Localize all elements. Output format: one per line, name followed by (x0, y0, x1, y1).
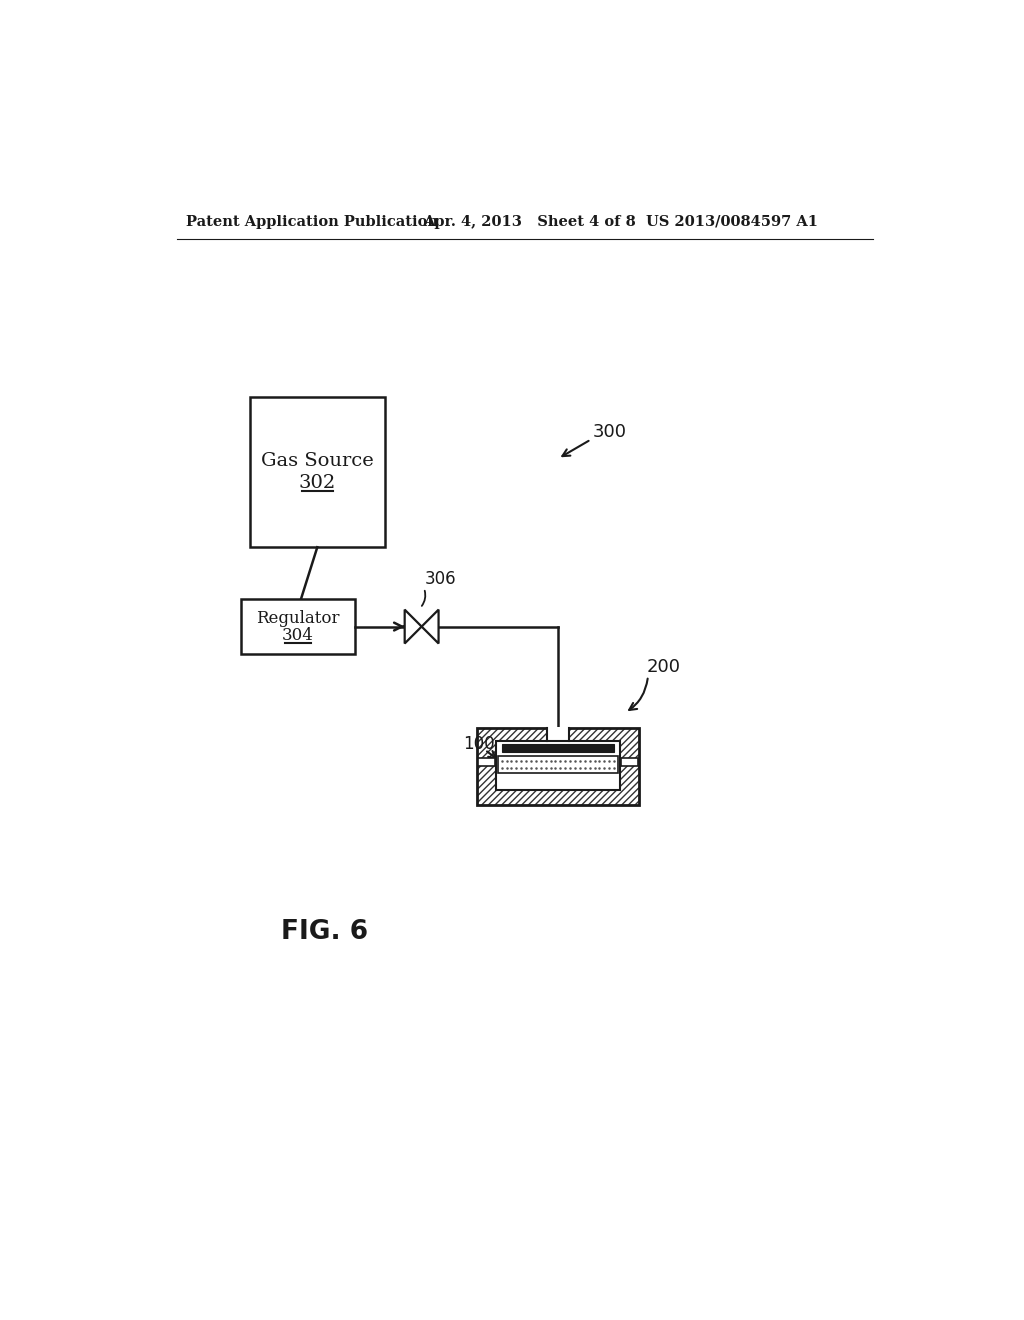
Text: Apr. 4, 2013   Sheet 4 of 8: Apr. 4, 2013 Sheet 4 of 8 (423, 215, 636, 228)
Text: 200: 200 (646, 657, 681, 676)
Bar (477, 729, 639, 805)
Text: 302: 302 (299, 474, 336, 492)
Bar (496, 741, 621, 789)
Polygon shape (422, 610, 438, 644)
Bar (547, 727, 568, 742)
Text: Regulator: Regulator (256, 610, 339, 627)
Bar (477, 729, 639, 805)
Polygon shape (404, 610, 422, 644)
Text: 100: 100 (463, 735, 495, 752)
Bar (241, 599, 354, 655)
Text: Patent Application Publication: Patent Application Publication (186, 215, 438, 228)
Bar (498, 756, 617, 774)
Text: 304: 304 (282, 627, 313, 644)
Text: US 2013/0084597 A1: US 2013/0084597 A1 (646, 215, 818, 228)
Bar (478, 758, 495, 766)
Text: 306: 306 (425, 570, 457, 587)
Bar (250, 397, 385, 548)
Bar (502, 744, 614, 752)
Text: FIG. 6: FIG. 6 (281, 919, 368, 945)
Text: Gas Source: Gas Source (261, 453, 374, 470)
Text: 300: 300 (593, 422, 627, 441)
Bar (621, 758, 638, 766)
